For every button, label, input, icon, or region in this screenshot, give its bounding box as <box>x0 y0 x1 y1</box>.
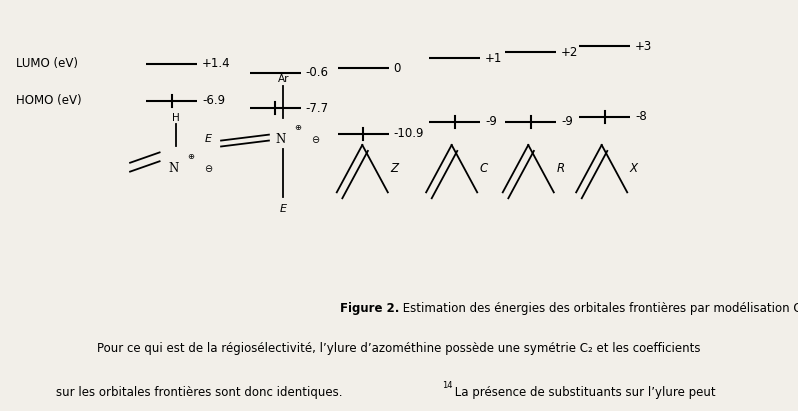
Text: $\oplus$: $\oplus$ <box>187 152 195 162</box>
Text: $\oplus$: $\oplus$ <box>294 123 302 132</box>
Text: +3: +3 <box>635 40 653 53</box>
Text: C: C <box>480 162 488 175</box>
Text: $\ominus$: $\ominus$ <box>311 134 321 145</box>
Text: Z: Z <box>390 162 398 175</box>
Text: -9: -9 <box>561 115 573 128</box>
Text: +2: +2 <box>561 46 579 59</box>
Text: N: N <box>276 133 286 145</box>
Text: -6.9: -6.9 <box>202 94 225 107</box>
Text: Pour ce qui est de la régiosélectivité, l’ylure d’azométhine possède une symétri: Pour ce qui est de la régiosélectivité, … <box>97 342 701 355</box>
Text: H: H <box>172 113 180 123</box>
Text: E: E <box>280 204 286 214</box>
Text: X: X <box>630 162 638 175</box>
Text: +1.4: +1.4 <box>202 57 231 70</box>
Text: La présence de substituants sur l’ylure peut: La présence de substituants sur l’ylure … <box>451 386 716 399</box>
Text: -0.6: -0.6 <box>306 66 329 79</box>
Text: -10.9: -10.9 <box>393 127 424 140</box>
Text: R: R <box>556 162 564 175</box>
Text: 14: 14 <box>442 381 452 390</box>
Text: LUMO (eV): LUMO (eV) <box>16 57 78 70</box>
Text: Estimation des énergies des orbitales frontières par modélisation CNDO/2: Estimation des énergies des orbitales fr… <box>399 302 798 315</box>
Text: -7.7: -7.7 <box>306 102 329 115</box>
Text: N: N <box>169 162 179 175</box>
Text: 0: 0 <box>393 62 401 74</box>
Text: -8: -8 <box>635 111 647 123</box>
Text: -9: -9 <box>485 115 497 128</box>
Text: $\ominus$: $\ominus$ <box>204 163 214 174</box>
Text: sur les orbitales frontières sont donc identiques.: sur les orbitales frontières sont donc i… <box>56 386 342 399</box>
Text: E: E <box>205 134 212 144</box>
Text: HOMO (eV): HOMO (eV) <box>16 94 81 107</box>
Text: Ar: Ar <box>278 74 289 84</box>
Text: Figure 2.: Figure 2. <box>340 302 399 315</box>
Text: +1: +1 <box>485 52 503 65</box>
